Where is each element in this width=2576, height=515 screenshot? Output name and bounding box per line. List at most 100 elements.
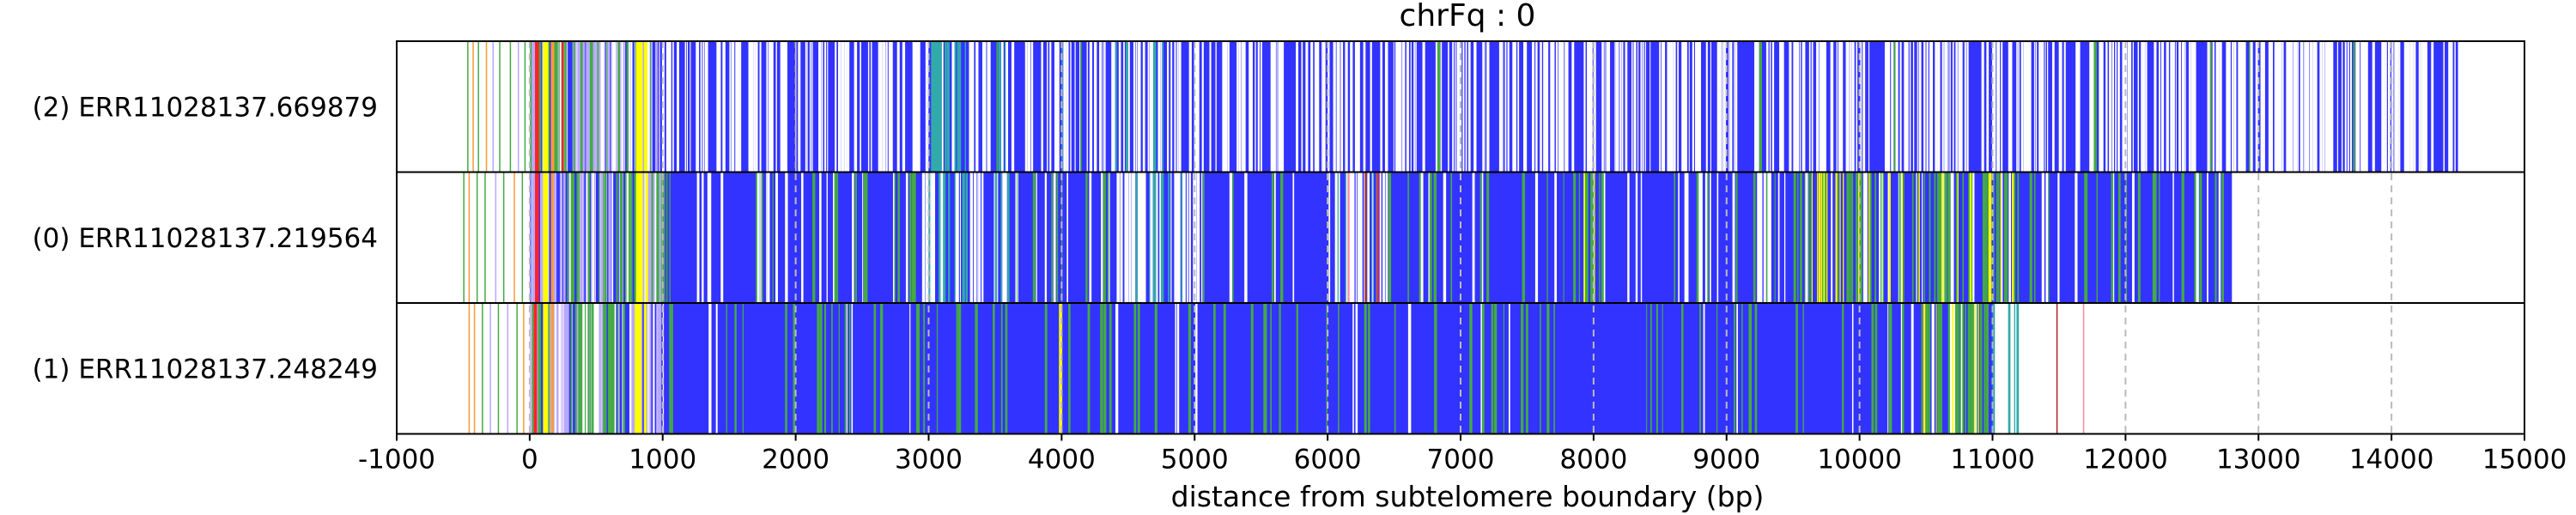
stripe bbox=[2260, 41, 2263, 173]
stripe bbox=[669, 303, 672, 434]
stripe bbox=[1089, 41, 1092, 173]
stripe bbox=[2218, 172, 2221, 303]
stripe bbox=[707, 172, 710, 303]
stripe bbox=[726, 303, 727, 434]
stripe bbox=[541, 41, 543, 173]
stripe bbox=[948, 172, 951, 303]
stripe bbox=[1929, 172, 1931, 303]
stripe bbox=[1911, 303, 1914, 434]
stripe bbox=[1802, 303, 1804, 434]
stripe bbox=[890, 41, 893, 173]
stripe bbox=[2057, 172, 2060, 303]
stripe bbox=[1825, 172, 1826, 303]
stripe bbox=[1150, 172, 1152, 303]
stripe bbox=[657, 41, 659, 173]
stripe bbox=[1593, 41, 1596, 173]
stripe bbox=[2113, 172, 2115, 303]
stripe bbox=[1967, 303, 1970, 434]
stripe bbox=[806, 41, 808, 173]
stripe bbox=[1625, 41, 1628, 173]
stripe bbox=[1137, 41, 1139, 173]
stripe bbox=[2215, 172, 2217, 303]
stripe bbox=[965, 172, 968, 303]
stripe bbox=[1607, 41, 1611, 173]
stripe bbox=[2263, 41, 2265, 173]
stripe bbox=[2344, 41, 2347, 173]
feature-mark bbox=[2082, 303, 2085, 434]
pre-boundary-line bbox=[517, 41, 519, 173]
stripe bbox=[2316, 41, 2318, 173]
stripe bbox=[1734, 303, 1736, 434]
stripe bbox=[1855, 172, 1858, 303]
stripe bbox=[1710, 172, 1711, 303]
stripe bbox=[1044, 172, 1048, 303]
stripe bbox=[1112, 41, 1115, 173]
stripe bbox=[2029, 172, 2032, 303]
stripe bbox=[737, 41, 738, 173]
stripe bbox=[1352, 303, 1354, 434]
stripe bbox=[1795, 41, 1800, 173]
stripe bbox=[647, 41, 650, 173]
stripe bbox=[1143, 172, 1146, 303]
stripe bbox=[957, 41, 959, 173]
stripe bbox=[1336, 41, 1340, 173]
feature-mark bbox=[533, 303, 538, 434]
stripe bbox=[660, 172, 662, 303]
stripe bbox=[1027, 41, 1030, 173]
stripe bbox=[2355, 41, 2359, 173]
stripe bbox=[1662, 41, 1665, 173]
stripe bbox=[1094, 41, 1097, 173]
stripe bbox=[1802, 41, 1806, 173]
stripe bbox=[567, 172, 569, 303]
stripe bbox=[2255, 41, 2258, 173]
stripe bbox=[654, 303, 657, 434]
stripe bbox=[1559, 41, 1563, 173]
pre-boundary-line bbox=[477, 41, 479, 173]
read-track bbox=[467, 41, 2458, 173]
stripe bbox=[612, 41, 615, 173]
stripe bbox=[2075, 172, 2078, 303]
stripe bbox=[1729, 41, 1733, 173]
stripe bbox=[902, 41, 904, 173]
stripe bbox=[1049, 41, 1052, 173]
stripe bbox=[1395, 41, 1398, 173]
stripe bbox=[1305, 41, 1309, 173]
stripe bbox=[1887, 41, 1891, 173]
stripe bbox=[1823, 41, 1826, 173]
read-tracks bbox=[463, 41, 2458, 434]
stripe bbox=[964, 41, 967, 173]
stripe bbox=[1975, 303, 1977, 434]
stripe bbox=[755, 41, 758, 173]
stripe bbox=[1561, 41, 1564, 173]
stripe bbox=[1055, 41, 1059, 173]
stripe bbox=[1236, 41, 1239, 173]
stripe bbox=[1420, 172, 1424, 303]
stripe bbox=[530, 172, 532, 303]
stripe bbox=[826, 172, 828, 303]
stripe bbox=[595, 41, 598, 173]
stripe bbox=[1358, 172, 1360, 303]
stripe bbox=[614, 41, 617, 173]
stripe bbox=[1333, 41, 1336, 173]
stripe bbox=[729, 41, 732, 173]
stripe bbox=[2111, 41, 2115, 173]
stripe bbox=[1152, 172, 1156, 303]
stripe bbox=[1452, 41, 1455, 173]
stripe bbox=[1998, 172, 2000, 303]
stripe bbox=[574, 303, 577, 434]
stripe bbox=[1925, 303, 1929, 434]
stripe bbox=[854, 172, 857, 303]
stripe bbox=[2137, 41, 2140, 173]
stripe bbox=[2159, 41, 2161, 173]
stripe bbox=[1115, 41, 1117, 173]
stripe bbox=[772, 172, 774, 303]
stripe bbox=[608, 303, 611, 434]
stripe bbox=[1440, 41, 1443, 173]
stripe bbox=[2038, 41, 2041, 173]
stripe bbox=[1222, 41, 1225, 173]
stripe bbox=[1396, 41, 1400, 173]
stripe bbox=[812, 172, 816, 303]
stripe bbox=[852, 172, 854, 303]
stripe bbox=[1941, 172, 1944, 303]
stripe bbox=[2330, 41, 2334, 173]
